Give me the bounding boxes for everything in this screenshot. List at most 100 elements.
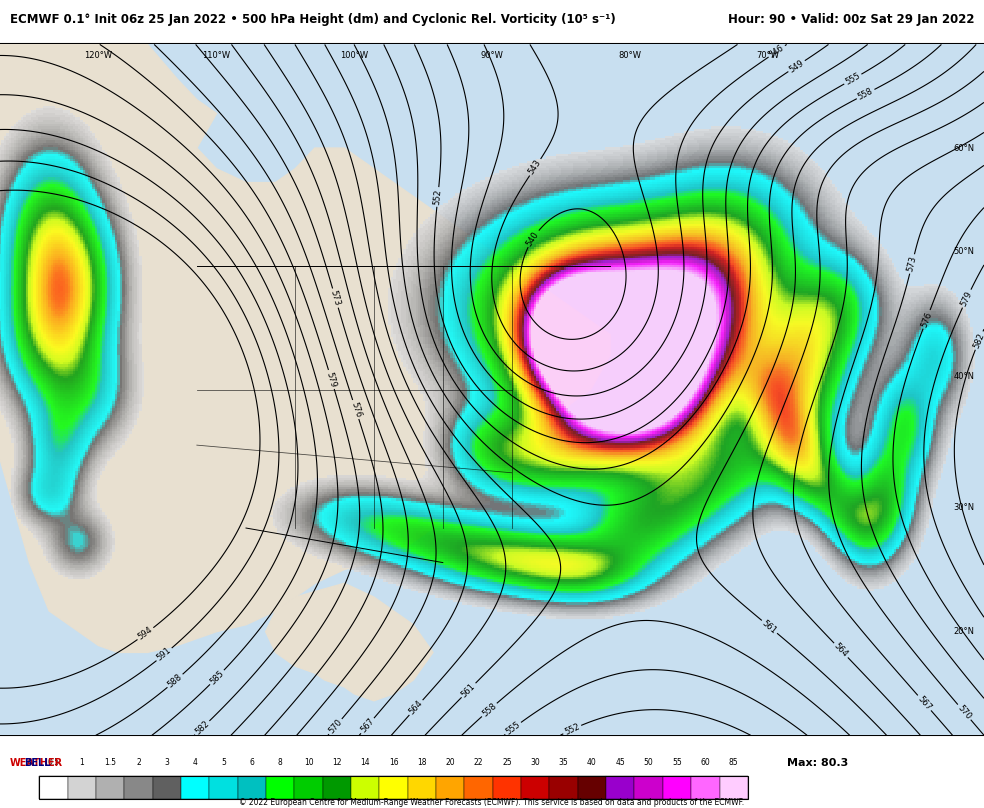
Bar bbox=[238, 776, 266, 799]
Text: 30°N: 30°N bbox=[953, 503, 974, 511]
Bar bbox=[380, 776, 407, 799]
Bar bbox=[351, 776, 380, 799]
Text: 85: 85 bbox=[729, 758, 738, 768]
Text: 555: 555 bbox=[504, 720, 523, 737]
Text: 0.5: 0.5 bbox=[47, 758, 60, 768]
Text: 110°W: 110°W bbox=[203, 52, 230, 61]
Text: 552: 552 bbox=[433, 188, 443, 205]
Bar bbox=[181, 776, 210, 799]
Text: 10: 10 bbox=[304, 758, 313, 768]
Text: 16: 16 bbox=[389, 758, 399, 768]
Text: ECMWF 0.1° Init 06z 25 Jan 2022 • 500 hPa Height (dm) and Cyclonic Rel. Vorticit: ECMWF 0.1° Init 06z 25 Jan 2022 • 500 hP… bbox=[10, 14, 616, 27]
Text: 567: 567 bbox=[916, 694, 933, 712]
Text: 2: 2 bbox=[136, 758, 141, 768]
Bar bbox=[719, 776, 748, 799]
Text: BELL: BELL bbox=[25, 758, 51, 768]
Bar bbox=[407, 776, 436, 799]
Bar bbox=[691, 776, 719, 799]
Text: 90°W: 90°W bbox=[480, 52, 504, 61]
Text: Max: 80.3: Max: 80.3 bbox=[787, 758, 848, 768]
Text: 6: 6 bbox=[250, 758, 254, 768]
Text: 40: 40 bbox=[587, 758, 597, 768]
Text: 585: 585 bbox=[209, 668, 225, 686]
Bar bbox=[464, 776, 493, 799]
Text: 588: 588 bbox=[166, 672, 184, 689]
Text: 4: 4 bbox=[193, 758, 198, 768]
Bar bbox=[635, 776, 663, 799]
Text: 8: 8 bbox=[277, 758, 282, 768]
Text: 70°W: 70°W bbox=[756, 52, 779, 61]
Text: 540: 540 bbox=[525, 229, 541, 247]
Text: 579: 579 bbox=[325, 371, 338, 389]
Bar bbox=[578, 776, 606, 799]
Bar bbox=[266, 776, 294, 799]
Text: 573: 573 bbox=[329, 289, 342, 307]
Text: 558: 558 bbox=[480, 701, 498, 718]
Bar bbox=[39, 776, 748, 799]
Text: 30: 30 bbox=[530, 758, 540, 768]
Text: 567: 567 bbox=[359, 717, 376, 734]
Text: 55: 55 bbox=[672, 758, 682, 768]
Bar bbox=[96, 776, 124, 799]
Bar bbox=[323, 776, 351, 799]
Text: 549: 549 bbox=[787, 58, 806, 74]
Bar bbox=[153, 776, 181, 799]
Text: 60°N: 60°N bbox=[953, 144, 974, 153]
Text: 561: 561 bbox=[460, 681, 477, 699]
Text: 573: 573 bbox=[906, 255, 918, 273]
Text: 1: 1 bbox=[80, 758, 85, 768]
Text: WEATHER: WEATHER bbox=[10, 758, 63, 768]
Text: 60: 60 bbox=[701, 758, 710, 768]
Bar bbox=[39, 776, 68, 799]
Text: 18: 18 bbox=[417, 758, 427, 768]
Text: 558: 558 bbox=[856, 86, 875, 102]
Text: 14: 14 bbox=[360, 758, 370, 768]
Text: 579: 579 bbox=[959, 289, 974, 308]
Text: 45: 45 bbox=[615, 758, 625, 768]
Bar bbox=[549, 776, 578, 799]
Text: 50: 50 bbox=[644, 758, 653, 768]
Text: 80°W: 80°W bbox=[618, 52, 642, 61]
Text: © 2022 European Centre for Medium-Range Weather Forecasts (ECMWF). This service : © 2022 European Centre for Medium-Range … bbox=[239, 797, 745, 806]
Text: 20: 20 bbox=[446, 758, 455, 768]
Text: 40°N: 40°N bbox=[953, 372, 974, 381]
Text: 100°W: 100°W bbox=[340, 52, 368, 61]
Text: 543: 543 bbox=[527, 158, 543, 176]
Text: 582: 582 bbox=[972, 331, 984, 350]
Text: 576: 576 bbox=[349, 401, 362, 419]
Bar bbox=[663, 776, 691, 799]
Text: 50°N: 50°N bbox=[953, 247, 974, 256]
Text: 594: 594 bbox=[137, 625, 154, 642]
Text: 22: 22 bbox=[474, 758, 483, 768]
Polygon shape bbox=[266, 583, 433, 701]
Text: 591: 591 bbox=[155, 646, 173, 663]
Bar bbox=[294, 776, 323, 799]
Text: 120°W: 120°W bbox=[85, 52, 112, 61]
Text: 35: 35 bbox=[559, 758, 569, 768]
Bar bbox=[68, 776, 96, 799]
Text: 564: 564 bbox=[407, 699, 425, 717]
Text: 5: 5 bbox=[221, 758, 226, 768]
Bar bbox=[606, 776, 635, 799]
Polygon shape bbox=[0, 44, 610, 652]
Text: 3: 3 bbox=[164, 758, 169, 768]
Bar bbox=[522, 776, 549, 799]
Text: 552: 552 bbox=[563, 722, 582, 737]
Text: 570: 570 bbox=[955, 703, 973, 721]
Text: 570: 570 bbox=[327, 718, 344, 735]
Text: 576: 576 bbox=[919, 310, 934, 329]
Text: 12: 12 bbox=[333, 758, 341, 768]
Text: 25: 25 bbox=[502, 758, 512, 768]
Bar bbox=[436, 776, 464, 799]
Text: 555: 555 bbox=[843, 71, 862, 87]
Bar bbox=[124, 776, 153, 799]
Text: 561: 561 bbox=[761, 618, 778, 635]
Text: 582: 582 bbox=[194, 719, 212, 737]
Text: 20°N: 20°N bbox=[953, 627, 974, 636]
Text: 546: 546 bbox=[768, 43, 786, 60]
Bar bbox=[210, 776, 238, 799]
Bar bbox=[493, 776, 522, 799]
Text: 1.5: 1.5 bbox=[104, 758, 116, 768]
Text: 564: 564 bbox=[832, 642, 850, 659]
Text: Hour: 90 • Valid: 00z Sat 29 Jan 2022: Hour: 90 • Valid: 00z Sat 29 Jan 2022 bbox=[727, 14, 974, 27]
